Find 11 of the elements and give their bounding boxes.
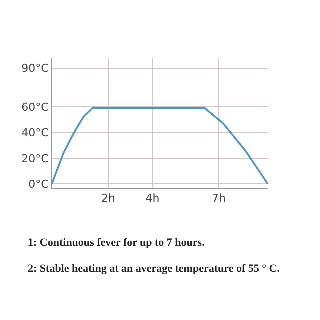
x-tick-label: 2h: [102, 192, 116, 206]
y-tick-label: 20°C: [22, 152, 50, 166]
y-tick-label: 40°C: [22, 126, 50, 140]
y-tick-label: 0°C: [28, 178, 50, 191]
y-tick-label: 90°C: [22, 62, 50, 76]
text: 1: Continuous fever for up to 7 hours.: [28, 237, 206, 249]
y-tick-label: 60°C: [22, 100, 50, 114]
line-series: [52, 107, 268, 186]
x-tick-label: 7h: [212, 192, 226, 206]
x-tick-label: 4h: [146, 192, 160, 206]
text: 2: Stable heating at an average temperature of 55 ° C.: [28, 263, 280, 275]
